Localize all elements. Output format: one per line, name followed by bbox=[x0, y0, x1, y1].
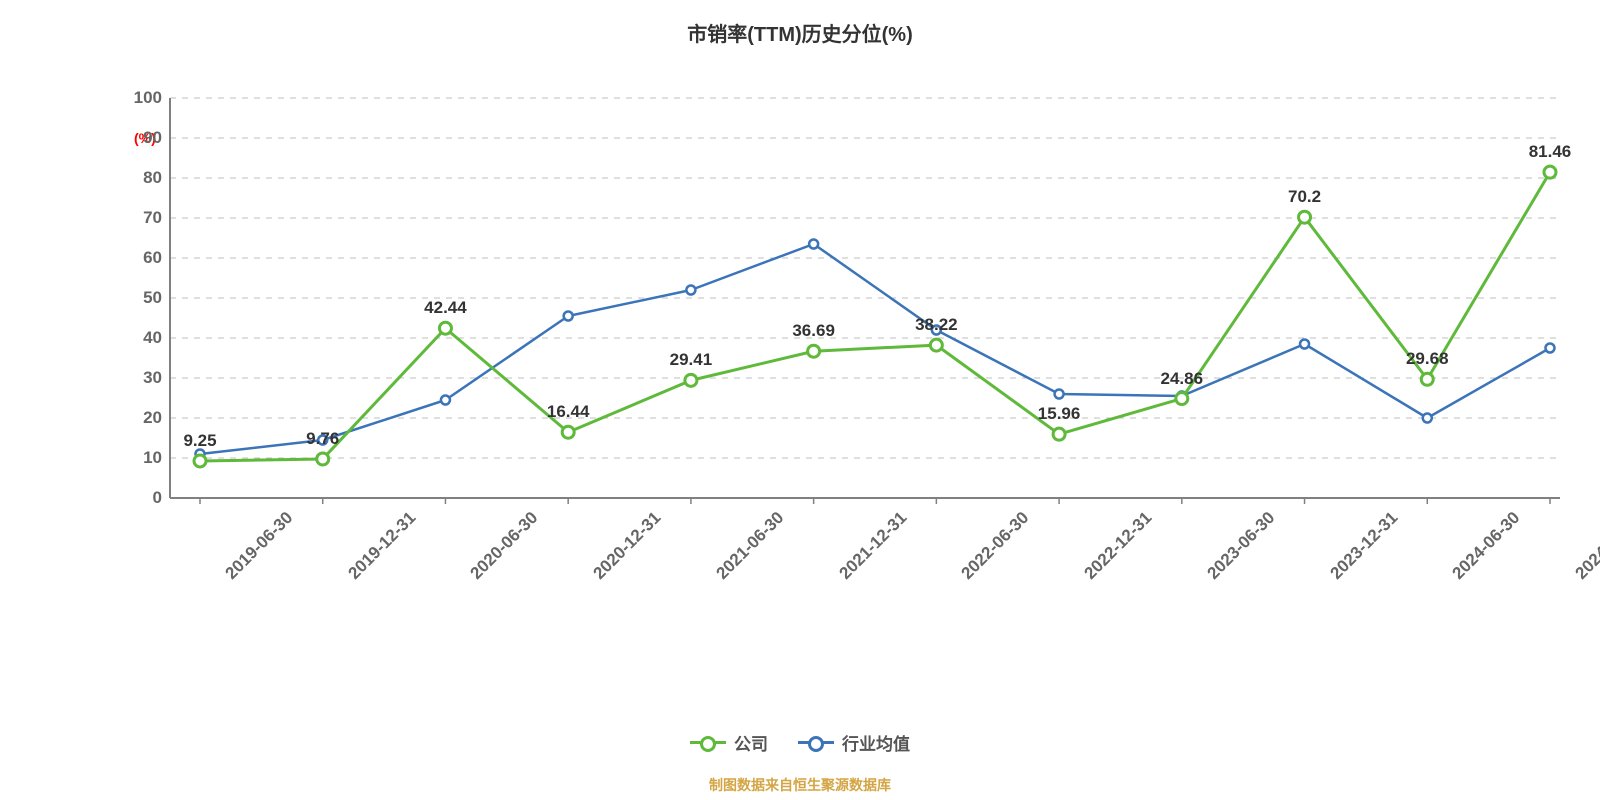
legend-item[interactable]: 公司 bbox=[690, 730, 768, 755]
legend-swatch bbox=[798, 741, 834, 744]
x-tick-label: 2021-06-30 bbox=[712, 508, 788, 584]
x-tick-label: 2023-06-30 bbox=[1203, 508, 1279, 584]
x-tick-label: 2020-12-31 bbox=[590, 508, 666, 584]
chart-title: 市销率(TTM)历史分位(%) bbox=[0, 18, 1600, 47]
y-tick-label: 0 bbox=[153, 488, 162, 508]
y-tick-label: 30 bbox=[143, 368, 162, 388]
x-tick-label: 2022-12-31 bbox=[1081, 508, 1157, 584]
x-tick-label: 2019-12-31 bbox=[344, 508, 420, 584]
x-tick-label: 2022-06-30 bbox=[958, 508, 1034, 584]
data-label: 38.22 bbox=[915, 315, 958, 335]
data-label: 42.44 bbox=[424, 298, 467, 318]
data-label: 29.41 bbox=[670, 350, 713, 370]
x-tick-label: 2019-06-30 bbox=[221, 508, 297, 584]
plot-area: (%) 01020304050607080901002019-06-302019… bbox=[170, 98, 1560, 498]
y-tick-label: 90 bbox=[143, 128, 162, 148]
data-label: 81.46 bbox=[1529, 142, 1572, 162]
legend-swatch bbox=[690, 741, 726, 744]
x-tick-label: 2021-12-31 bbox=[835, 508, 911, 584]
footer-note: 制图数据来自恒生聚源数据库 bbox=[0, 775, 1600, 795]
x-tick-label: 2020-06-30 bbox=[467, 508, 543, 584]
y-tick-label: 80 bbox=[143, 168, 162, 188]
data-label: 36.69 bbox=[792, 321, 835, 341]
data-label: 9.25 bbox=[183, 431, 216, 451]
legend: 公司 行业均值 bbox=[0, 730, 1600, 755]
x-tick-label: 2023-12-31 bbox=[1326, 508, 1402, 584]
y-tick-label: 100 bbox=[134, 88, 162, 108]
chart-svg bbox=[170, 98, 1560, 498]
x-tick-label: 2024-06-30 bbox=[1449, 508, 1525, 584]
chart-container: 市销率(TTM)历史分位(%) (%) 01020304050607080901… bbox=[0, 0, 1600, 800]
data-label: 29.68 bbox=[1406, 349, 1449, 369]
data-label: 70.2 bbox=[1288, 187, 1321, 207]
data-label: 24.86 bbox=[1161, 369, 1204, 389]
y-tick-label: 10 bbox=[143, 448, 162, 468]
legend-item[interactable]: 行业均值 bbox=[798, 730, 910, 755]
legend-label: 行业均值 bbox=[842, 730, 910, 755]
y-tick-label: 70 bbox=[143, 208, 162, 228]
y-tick-label: 20 bbox=[143, 408, 162, 428]
data-label: 16.44 bbox=[547, 402, 590, 422]
data-label: 9.76 bbox=[306, 429, 339, 449]
x-tick-label: 2024-10-28 bbox=[1571, 508, 1600, 584]
y-tick-label: 40 bbox=[143, 328, 162, 348]
legend-label: 公司 bbox=[734, 730, 768, 755]
data-label: 15.96 bbox=[1038, 404, 1081, 424]
y-tick-label: 50 bbox=[143, 288, 162, 308]
y-tick-label: 60 bbox=[143, 248, 162, 268]
